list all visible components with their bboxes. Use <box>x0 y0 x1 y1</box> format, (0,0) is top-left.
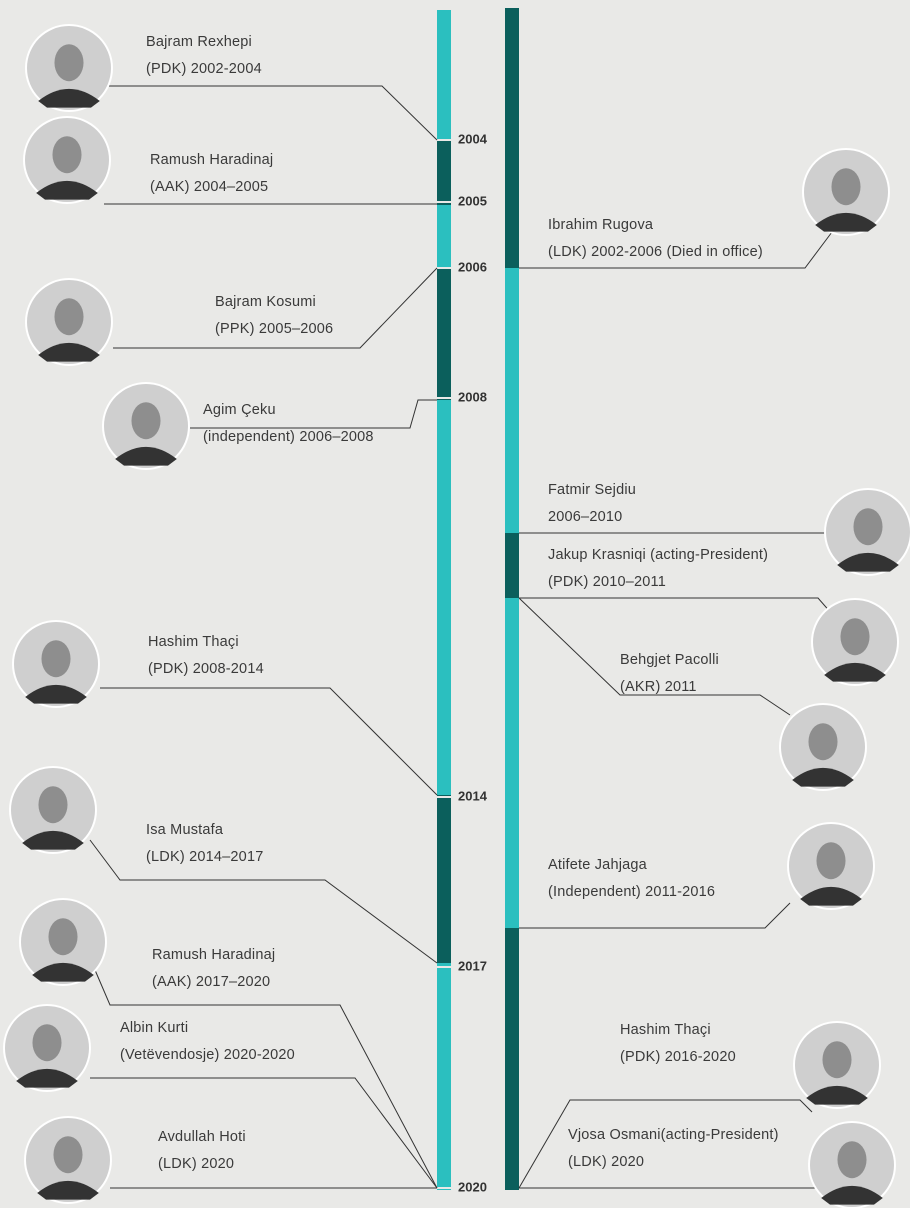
entry-name: Agim Çeku <box>203 402 276 418</box>
portrait <box>12 620 100 708</box>
year-label: 2008 <box>458 389 487 404</box>
portrait <box>793 1021 881 1109</box>
connector <box>95 970 437 1188</box>
entry-name: Jakup Krasniqi (acting-President) <box>548 547 768 563</box>
entry-name: Hashim Thaçi <box>148 634 239 650</box>
portrait-head <box>822 1041 851 1078</box>
connector <box>100 688 437 795</box>
portrait-head <box>41 640 70 677</box>
portrait <box>23 116 111 204</box>
entry-name: Albin Kurti <box>120 1020 188 1036</box>
entry-detail: (independent) 2006–2008 <box>203 429 374 445</box>
portrait <box>102 382 190 470</box>
entry-name: Isa Mustafa <box>146 822 224 838</box>
year-tick <box>437 796 459 798</box>
entry-name: Vjosa Osmani(acting-President) <box>568 1127 779 1143</box>
entry-detail: (Vetëvendosje) 2020-2020 <box>120 1047 295 1063</box>
entry-name: Avdullah Hoti <box>158 1129 246 1145</box>
entry-detail: (LDK) 2020 <box>158 1156 234 1172</box>
entry-detail: (PDK) 2010–2011 <box>548 574 666 590</box>
portrait-head <box>54 298 83 335</box>
portrait-head <box>816 842 845 879</box>
year-tick <box>437 201 459 203</box>
entry-name: Ibrahim Rugova <box>548 217 654 233</box>
entry-detail: (LDK) 2020 <box>568 1154 644 1170</box>
entry-detail: (AAK) 2004–2005 <box>150 179 268 195</box>
connector <box>90 840 437 963</box>
portrait-head <box>840 618 869 655</box>
entry-detail: (PDK) 2008-2014 <box>148 661 264 677</box>
timeline: 2004 2005 2006 2008 2014 2017 2020 Bajram Rexhe… <box>0 0 910 1208</box>
portrait-head <box>831 168 860 205</box>
entry-name: Atifete Jahjaga <box>548 857 648 873</box>
portrait-head <box>48 918 77 955</box>
connector <box>90 1078 437 1188</box>
portrait <box>824 488 910 576</box>
entry-name: Behgjet Pacolli <box>620 652 719 668</box>
portrait-head <box>54 44 83 81</box>
connector <box>519 598 832 614</box>
entry-name: Ramush Haradinaj <box>150 152 273 168</box>
year-tick <box>437 139 459 141</box>
entry-detail: (AAK) 2017–2020 <box>152 974 270 990</box>
portrait <box>25 24 113 112</box>
portrait <box>19 898 107 986</box>
entry-detail: (AKR) 2011 <box>620 679 697 695</box>
portrait <box>25 278 113 366</box>
entry-detail: (PPK) 2005–2006 <box>215 321 333 337</box>
portrait <box>3 1004 91 1092</box>
year-label: 2014 <box>458 788 488 803</box>
entry-name: Bajram Rexhepi <box>146 34 252 50</box>
portrait-head <box>837 1141 866 1178</box>
portrait <box>787 822 875 910</box>
entry-name: Fatmir Sejdiu <box>548 482 636 498</box>
portrait-head <box>38 786 67 823</box>
year-tick <box>437 267 459 269</box>
year-label: 2020 <box>458 1179 487 1194</box>
entry-detail: (LDK) 2002-2006 (Died in office) <box>548 244 763 260</box>
portrait <box>808 1121 896 1208</box>
entry-name: Bajram Kosumi <box>215 294 316 310</box>
entry-detail: (LDK) 2014–2017 <box>146 849 263 865</box>
year-tick <box>437 966 459 968</box>
portrait <box>9 766 97 854</box>
year-label: 2005 <box>458 193 487 208</box>
portrait-head <box>808 723 837 760</box>
entry-detail: (Independent) 2011-2016 <box>548 884 715 900</box>
connector <box>108 86 437 140</box>
connector <box>519 1100 812 1188</box>
portrait <box>811 598 899 686</box>
entry-detail: 2006–2010 <box>548 509 622 525</box>
portrait-head <box>853 508 882 545</box>
portrait <box>779 703 867 791</box>
year-tick <box>437 397 459 399</box>
entry-name: Ramush Haradinaj <box>152 947 275 963</box>
portrait <box>24 1116 112 1204</box>
portrait <box>802 148 890 236</box>
portrait-head <box>32 1024 61 1061</box>
portrait-head <box>131 402 160 439</box>
portrait-head <box>52 136 81 173</box>
connector <box>519 903 790 928</box>
portrait-head <box>53 1136 82 1173</box>
year-label: 2006 <box>458 259 487 274</box>
timeline-bars <box>437 8 519 1190</box>
year-tick <box>437 1187 459 1189</box>
entry-detail: (PDK) 2002-2004 <box>146 61 262 77</box>
entry-detail: (PDK) 2016-2020 <box>620 1049 736 1065</box>
year-label: 2017 <box>458 958 487 973</box>
entry-name: Hashim Thaçi <box>620 1022 711 1038</box>
year-label: 2004 <box>458 131 488 146</box>
